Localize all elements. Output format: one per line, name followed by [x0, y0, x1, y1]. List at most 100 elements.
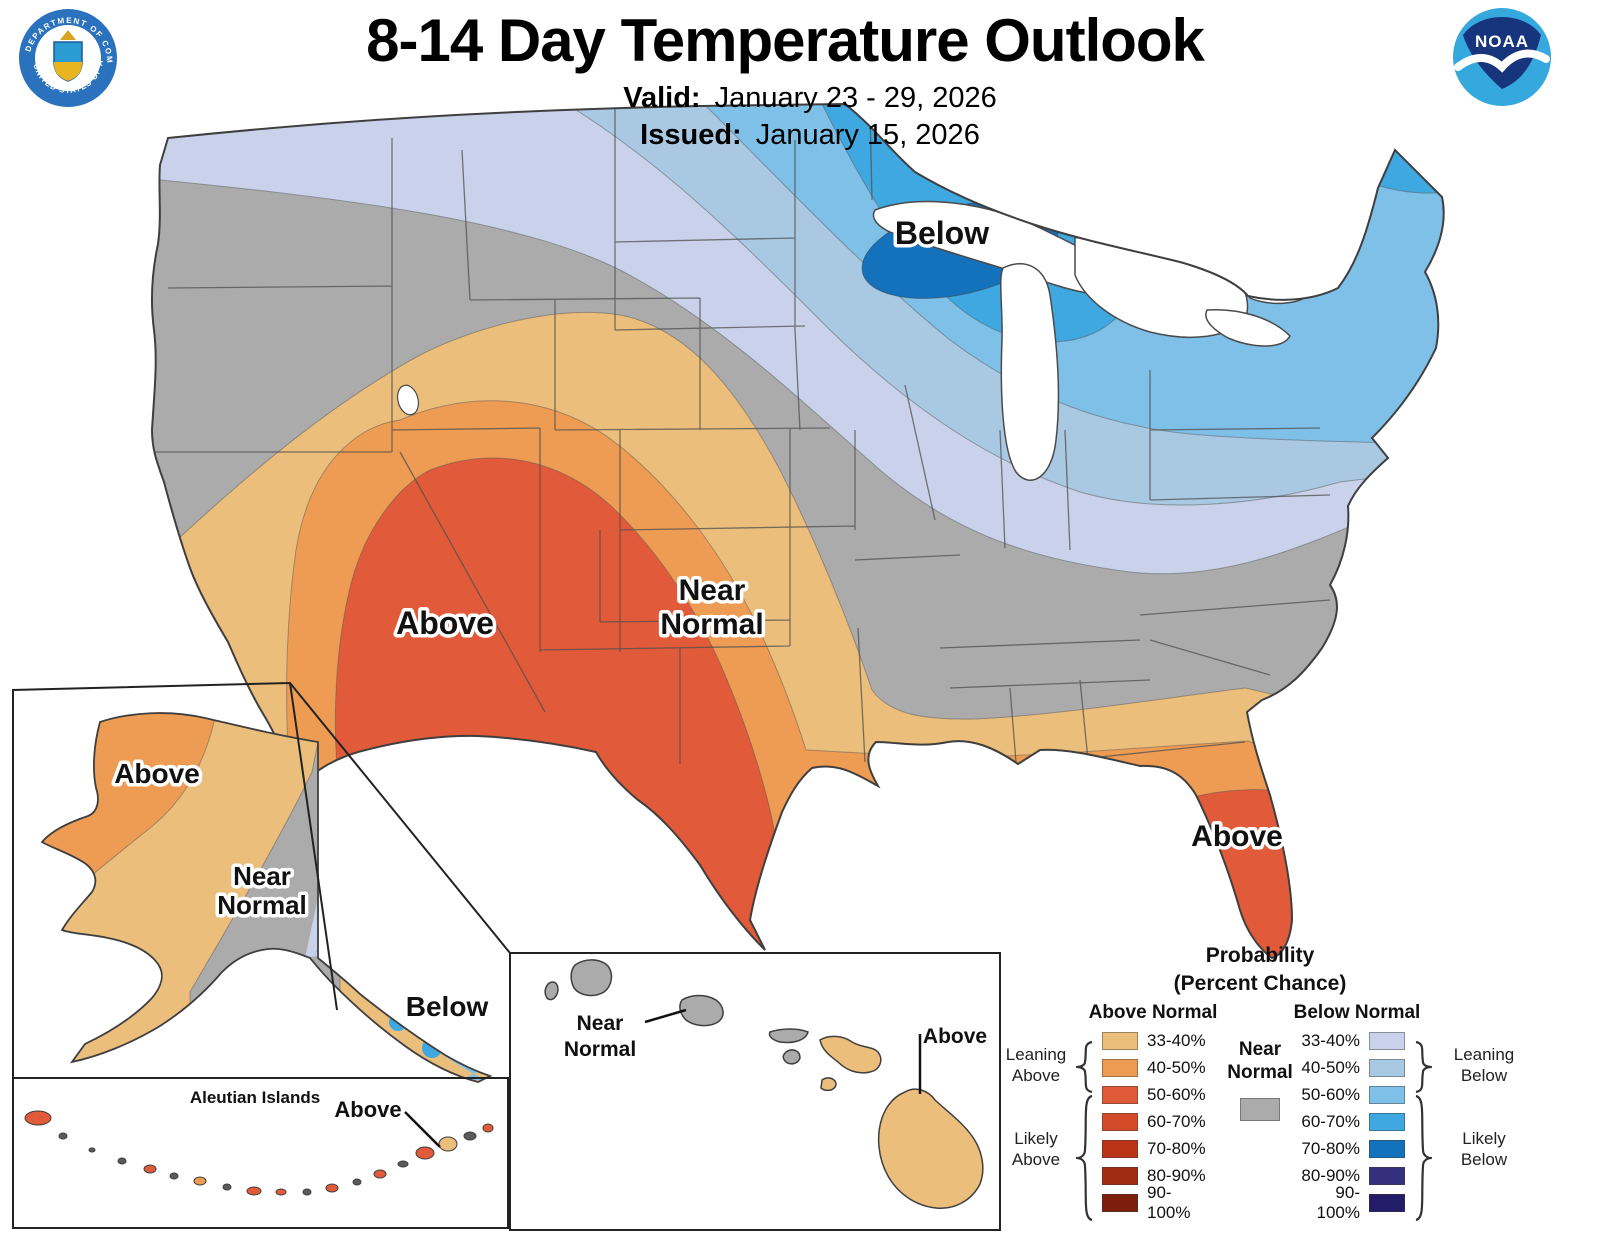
legend-below-swatch-60-70%: [1369, 1113, 1405, 1131]
likely-below-brace: [1415, 1094, 1433, 1222]
legend-above-swatch-60-70%: [1102, 1113, 1138, 1131]
label-aleutian-above: Above: [334, 1097, 401, 1122]
label-hawaii-near-line1: Near: [577, 1012, 624, 1035]
legend-below-swatch-90-100%: [1369, 1194, 1405, 1212]
aleutian-above-pointer: [404, 1111, 441, 1148]
label-conus-near-line2: Normal: [660, 608, 763, 641]
legend-near-swatch: [1240, 1098, 1280, 1121]
band-below-60-70-maine: [1319, 104, 1444, 194]
legend-near-normal-block: Near Normal: [1205, 1038, 1315, 1121]
hawaii-islands: [544, 959, 984, 1209]
label-hawaii-near-line2: Normal: [564, 1038, 636, 1061]
legend-above-row-50-60%: 50-60%: [1102, 1085, 1209, 1104]
label-alaska-near-line2: Normal: [217, 890, 307, 920]
legend-near-line2: Normal: [1227, 1062, 1293, 1083]
legend-below-range-label: 60-70%: [1301, 1112, 1360, 1131]
legend-above-row-70-80%: 70-80%: [1102, 1139, 1209, 1158]
alaska-inset-frame: [12, 681, 338, 1078]
island-kauai: [570, 959, 613, 997]
island-lanai: [782, 1049, 801, 1065]
legend-above-range-label: 90-100%: [1147, 1183, 1191, 1222]
issued-label: Issued:: [640, 119, 742, 151]
legend-below-header: Below Normal: [1293, 1002, 1421, 1023]
legend-below-swatch-80-90%: [1369, 1167, 1405, 1185]
legend-above-range-label: 40-50%: [1147, 1058, 1206, 1077]
likely-above-brace: [1075, 1094, 1093, 1222]
legend-leaning-below-label: Leaning Below: [1453, 1045, 1515, 1085]
legend-below-row-40-50%: 40-50%: [1296, 1058, 1405, 1077]
label-aleutian-title: Aleutian Islands: [190, 1088, 320, 1107]
label-hawaii-above: Above: [923, 1025, 987, 1048]
lake-michigan: [999, 263, 1060, 481]
legend-below-swatch-40-50%: [1369, 1059, 1405, 1077]
alaska-outline: [40, 712, 493, 1083]
legend-above-rows: 33-40% 40-50% 50-60% 60-70% 70-80% 80-90% 90-1…: [1102, 1031, 1209, 1222]
legend-below-row-80-90%: 80-90%: [1296, 1166, 1405, 1185]
legend-above-range-label: 33-40%: [1147, 1031, 1206, 1050]
legend-below-swatch-50-60%: [1369, 1086, 1405, 1104]
label-conus-near-line1: Near: [679, 574, 746, 607]
hawaii-near-pointer: [644, 1008, 687, 1024]
legend-below-rows: 33-40% 40-50% 50-60% 60-70% 70-80% 80-90% 90-1…: [1296, 1031, 1405, 1222]
legend-below-range-label: 90-100%: [1316, 1183, 1360, 1222]
lake-erie: [1205, 309, 1291, 347]
noaa-seagull-icon: [1454, 49, 1550, 73]
island-maui: [819, 1035, 882, 1074]
legend-above-swatch-50-60%: [1102, 1086, 1138, 1104]
label-alaska-above: Above: [114, 758, 200, 789]
legend-title-line2: (Percent Chance): [1173, 972, 1347, 995]
legend-above-range-label: 50-60%: [1147, 1085, 1206, 1104]
label-alaska-near-line1: Near: [233, 861, 291, 891]
legend-below-range-label: 33-40%: [1301, 1031, 1360, 1050]
legend-title-line1: Probability: [1205, 944, 1315, 967]
legend-below-row-50-60%: 50-60%: [1296, 1085, 1405, 1104]
legend-below-range-label: 80-90%: [1301, 1166, 1360, 1185]
legend-above-row-33-40%: 33-40%: [1102, 1031, 1209, 1050]
legend-above-range-label: 70-80%: [1147, 1139, 1206, 1158]
legend-above-row-40-50%: 40-50%: [1102, 1058, 1209, 1077]
legend-above-range-label: 80-90%: [1147, 1166, 1206, 1185]
inset-projection-line: [289, 682, 511, 954]
leaning-above-brace: [1075, 1040, 1093, 1094]
legend-above-swatch-90-100%: [1102, 1194, 1138, 1212]
legend-above-row-80-90%: 80-90%: [1102, 1166, 1209, 1185]
aleutian-islands: [24, 1110, 494, 1196]
legend-below-row-90-100%: 90-100%: [1296, 1183, 1405, 1222]
label-conus-above-florida: Above: [1191, 820, 1283, 853]
label-conus-below: Below: [895, 215, 989, 251]
great-salt-lake: [396, 384, 420, 416]
valid-line: Valid: January 23 - 29, 2026: [400, 82, 1220, 115]
legend-below-range-label: 50-60%: [1301, 1085, 1360, 1104]
legend-above-header: Above Normal: [1088, 1002, 1218, 1023]
legend-below-range-label: 40-50%: [1301, 1058, 1360, 1077]
legend-below-swatch-70-80%: [1369, 1140, 1405, 1158]
conus-outline: [150, 102, 1445, 960]
noaa-dark-shape: [1463, 17, 1541, 89]
legend-above-swatch-80-90%: [1102, 1167, 1138, 1185]
issued-value: January 15, 2026: [755, 119, 980, 151]
state-borders: [152, 106, 1331, 764]
valid-value: January 23 - 29, 2026: [714, 82, 997, 114]
seal-shield-base: [54, 62, 82, 81]
legend-below-range-label: 70-80%: [1301, 1139, 1360, 1158]
valid-label: Valid:: [623, 82, 701, 114]
legend-below-row-60-70%: 60-70%: [1296, 1112, 1405, 1131]
page-title: 8-14 Day Temperature Outlook: [366, 7, 1205, 74]
legend-above-swatch-40-50%: [1102, 1059, 1138, 1077]
island-molokai: [768, 1028, 809, 1044]
legend-above-row-90-100%: 90-100%: [1102, 1183, 1209, 1222]
legend-below-swatch-33-40%: [1369, 1032, 1405, 1050]
legend-leaning-above-label: Leaning Above: [1005, 1045, 1067, 1085]
island-kahoolawe: [820, 1077, 837, 1092]
legend-below-row-70-80%: 70-80%: [1296, 1139, 1405, 1158]
label-alaska-below: Below: [406, 991, 489, 1022]
island-niihau: [544, 981, 559, 1001]
legend-above-range-label: 60-70%: [1147, 1112, 1206, 1131]
legend-likely-below-label: Likely Below: [1460, 1129, 1508, 1169]
issued-line: Issued: January 15, 2026: [400, 119, 1220, 152]
seal-eagle-icon: [60, 30, 76, 40]
leaning-below-brace: [1415, 1040, 1433, 1094]
hawaii-inset-frame: [509, 952, 1001, 1231]
